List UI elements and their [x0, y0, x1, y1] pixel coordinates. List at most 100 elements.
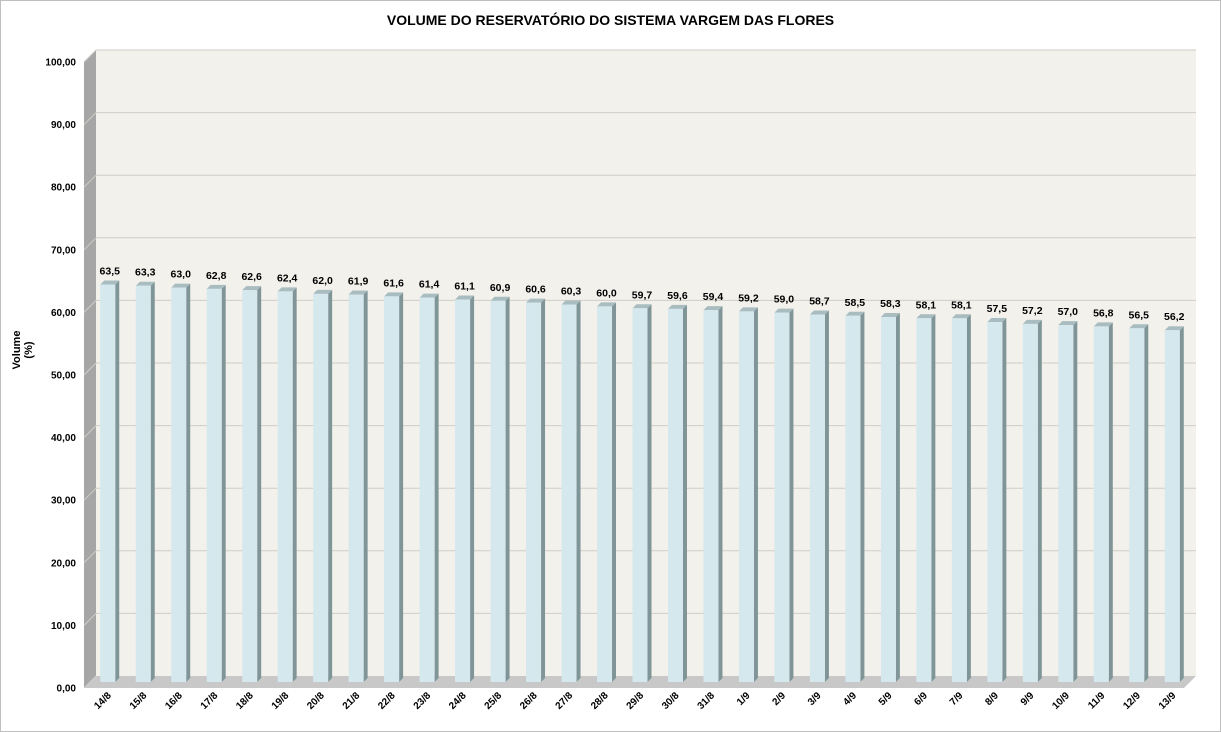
x-tick-labels: 14/8 15/8 16/8 17/8 18/8 19/8 20/8 21/8 22/8 23/8… — [92, 690, 1178, 712]
x-tick-label: 19/8 — [270, 690, 292, 712]
y-tick-label: 100,00 — [45, 58, 76, 69]
x-tick-label: 6/9 — [912, 690, 930, 708]
bar-top — [1129, 324, 1149, 329]
data-label: 63,3 — [135, 267, 156, 279]
x-tick-label: 14/8 — [92, 690, 114, 712]
x-tick-label: 25/8 — [483, 690, 505, 712]
y-tick-label: 30,00 — [51, 496, 76, 507]
data-label: 62,6 — [241, 271, 262, 283]
bar-top — [1093, 322, 1113, 327]
x-tick-label: 28/8 — [589, 690, 611, 712]
bar-side — [682, 304, 687, 682]
bar-top — [667, 304, 687, 309]
data-label: 57,5 — [987, 303, 1008, 315]
bar — [916, 318, 932, 682]
gridline-side — [83, 237, 97, 251]
data-label: 57,0 — [1058, 306, 1079, 318]
bar-side — [363, 290, 368, 682]
x-tick-label: 23/8 — [412, 690, 434, 712]
bars — [100, 280, 1184, 682]
bar-side — [895, 313, 900, 682]
bar — [1022, 323, 1038, 682]
bar — [738, 311, 754, 682]
bar-side — [505, 296, 510, 682]
data-label: 60,3 — [561, 286, 582, 298]
x-tick-label: 24/8 — [447, 690, 469, 712]
bar-top — [916, 314, 936, 319]
bar-top — [1022, 319, 1042, 324]
bar-side — [1108, 322, 1113, 682]
x-tick-label: 5/9 — [877, 690, 895, 708]
y-tick-label: 40,00 — [51, 433, 76, 444]
bar-top — [277, 287, 297, 292]
bar-side — [1073, 321, 1078, 682]
gridline-side — [83, 362, 97, 376]
bar-top — [348, 290, 368, 295]
data-labels: 63,5 63,3 63,0 62,8 62,6 62,4 62,0 61,9 61,6 61,4… — [100, 265, 1185, 323]
gridline-side — [83, 550, 97, 564]
bar-top — [809, 310, 829, 315]
bar-side — [541, 298, 546, 682]
bar — [1093, 326, 1109, 682]
x-tick-label: 31/8 — [696, 690, 718, 712]
data-label: 61,4 — [419, 279, 440, 291]
bar — [667, 308, 683, 682]
gridline-side — [83, 425, 97, 438]
x-tick-label: 3/9 — [806, 690, 824, 708]
x-tick-label: 13/9 — [1157, 690, 1179, 712]
bar — [348, 294, 364, 682]
bar-side — [257, 286, 262, 682]
bar — [845, 315, 861, 682]
gridline-side — [83, 487, 97, 501]
bar-top — [632, 304, 652, 309]
bar — [100, 284, 116, 682]
bar — [384, 296, 400, 682]
bar-side — [647, 304, 652, 682]
x-tick-label: 26/8 — [518, 690, 540, 712]
chart-title: VOLUME DO RESERVATÓRIO DO SISTEMA VARGEM… — [386, 12, 835, 28]
bar-top — [880, 313, 900, 318]
bar-top — [1164, 326, 1184, 331]
bar — [951, 318, 967, 682]
bar-side — [186, 283, 191, 682]
bar-top — [100, 280, 120, 285]
bar-top — [242, 286, 262, 291]
x-tick-label: 27/8 — [554, 690, 576, 712]
bar-top — [171, 283, 191, 288]
bar-side — [576, 300, 581, 682]
x-tick-label: 18/8 — [234, 690, 256, 712]
bar — [632, 308, 648, 682]
bar-side — [434, 293, 439, 682]
bar-side — [612, 302, 617, 682]
gridline-side — [83, 112, 97, 125]
y-tick-label: 60,00 — [51, 308, 76, 319]
bar-side — [292, 287, 297, 682]
data-label: 61,1 — [454, 281, 475, 293]
bar-top — [561, 300, 581, 305]
bar — [490, 300, 506, 682]
bar — [561, 304, 577, 682]
bar — [987, 322, 1003, 682]
bar-side — [718, 306, 723, 682]
bar — [880, 317, 896, 682]
bar-side — [931, 314, 936, 682]
bar — [419, 297, 435, 682]
bar-side — [753, 307, 758, 682]
bar-top — [703, 306, 723, 311]
data-label: 63,5 — [100, 265, 121, 277]
bar — [526, 302, 542, 682]
bar — [277, 291, 293, 682]
bar-top — [774, 308, 794, 313]
y-tick-label: 20,00 — [51, 558, 76, 569]
data-label: 60,9 — [490, 282, 511, 294]
x-tick-label: 11/9 — [1086, 690, 1107, 711]
bar-top — [206, 284, 226, 289]
y-tick-label: 10,00 — [51, 621, 76, 632]
data-label: 56,2 — [1164, 311, 1185, 323]
data-label: 59,4 — [703, 291, 724, 303]
bar — [809, 314, 825, 682]
bar — [455, 299, 471, 682]
bar-side — [824, 310, 829, 682]
y-tick-label: 80,00 — [51, 183, 76, 194]
